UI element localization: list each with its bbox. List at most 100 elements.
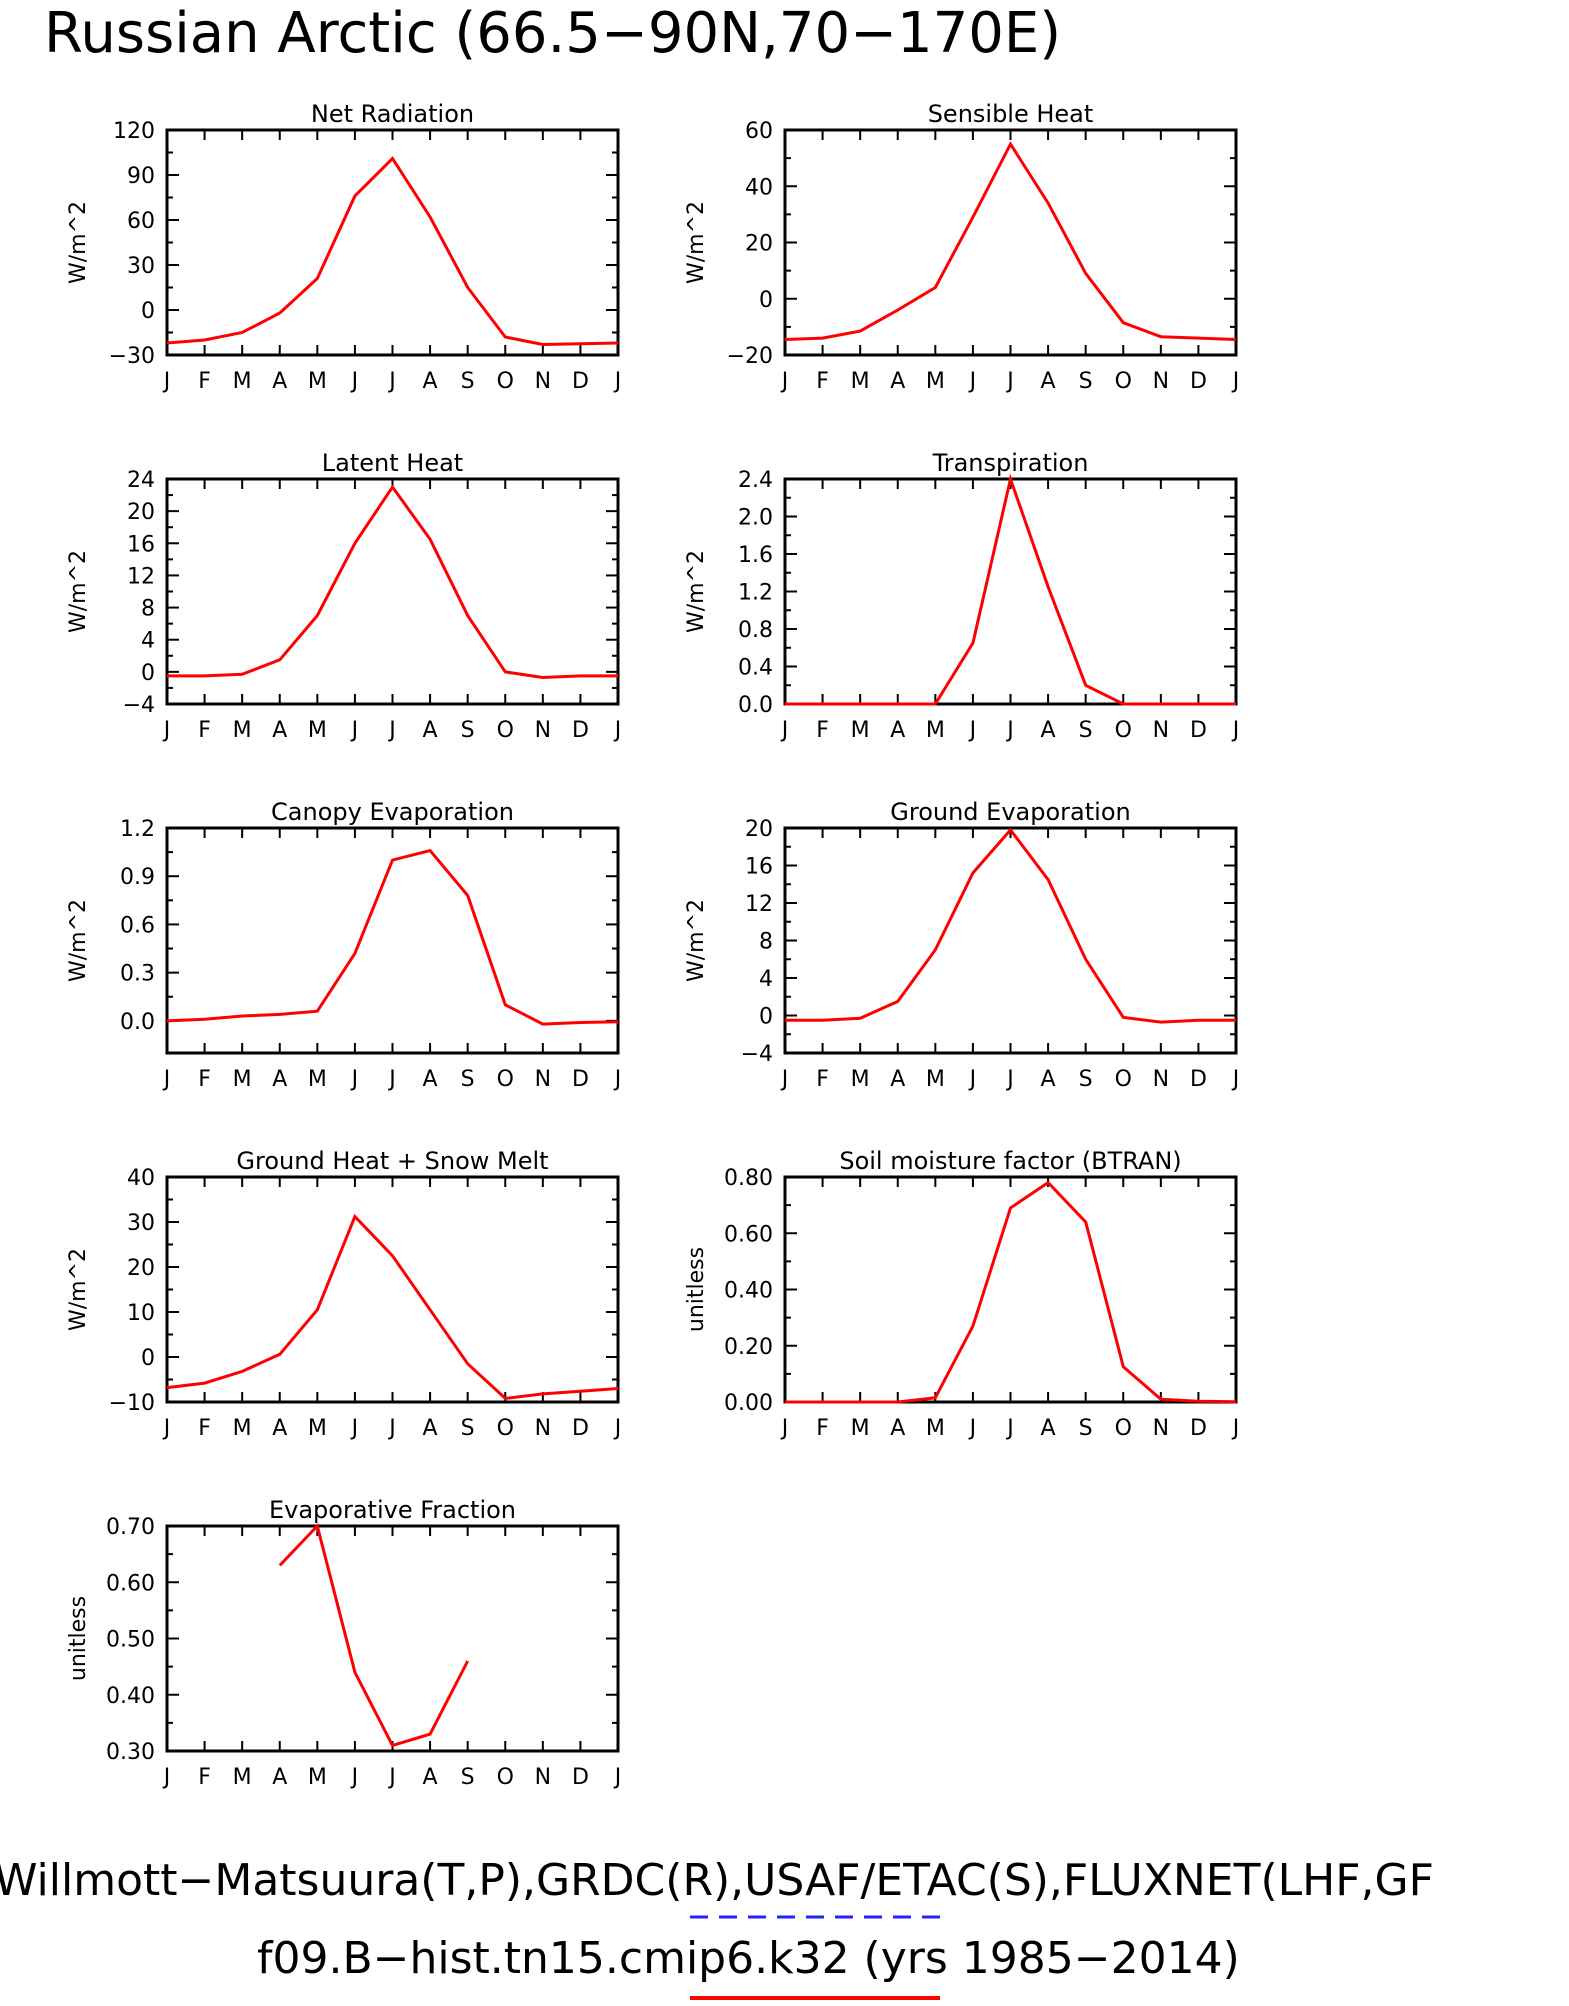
ground-evaporation-xtick-label: J (968, 1067, 977, 1092)
ground-evaporation-xtick-label: M (851, 1067, 870, 1092)
canopy-evaporation-title: Canopy Evaporation (271, 798, 514, 826)
ground-evaporation-xtick-label: O (1115, 1067, 1132, 1092)
evaporative-fraction-xtick-label: M (308, 1765, 327, 1790)
net-radiation-xtick-label: D (572, 369, 589, 394)
transpiration-ytick-label: 0.4 (738, 656, 773, 681)
sensible-heat-xtick-label: J (968, 369, 977, 394)
soil-moisture-factor-btran-series-line (785, 1180, 1237, 1404)
canopy-evaporation-xtick-label: F (198, 1067, 211, 1092)
soil-moisture-factor-btran-xtick-label: J (968, 1416, 977, 1441)
transpiration-xtick-label: M (851, 718, 870, 743)
ground-evaporation-ylabel: W/m^2 (684, 899, 709, 982)
evaporative-fraction-xtick-label: J (350, 1765, 359, 1790)
canopy-evaporation-ytick-label: 0.9 (120, 865, 155, 890)
ground-heat-snow-melt-ytick-label: 10 (127, 1301, 155, 1326)
latent-heat-ytick-label: 4 (141, 629, 155, 654)
canopy-evaporation-ytick-label: 0.6 (120, 913, 155, 938)
transpiration-xtick-label: N (1153, 718, 1169, 743)
latent-heat-title: Latent Heat (322, 449, 463, 477)
latent-heat-ytick-label: 0 (141, 661, 155, 686)
latent-heat-ytick-label: 24 (127, 468, 155, 493)
soil-moisture-factor-btran-title: Soil moisture factor (BTRAN) (839, 1147, 1181, 1175)
evaporative-fraction-xtick-label: S (461, 1765, 475, 1790)
sensible-heat-frame (783, 128, 1238, 357)
soil-moisture-factor-btran-ytick-label: 0.20 (724, 1335, 773, 1360)
canopy-evaporation-ylabel: W/m^2 (66, 899, 91, 982)
evaporative-fraction-xtick-label: N (535, 1765, 551, 1790)
soil-moisture-factor-btran-xtick-label: J (1231, 1416, 1240, 1441)
net-radiation-title: Net Radiation (311, 100, 474, 128)
soil-moisture-factor-btran-ytick-label: 0.00 (724, 1391, 773, 1416)
latent-heat-xtick-label: J (350, 718, 359, 743)
ground-heat-snow-melt-ytick-label: 40 (127, 1166, 155, 1191)
ground-heat-snow-melt-ylabel: W/m^2 (66, 1248, 91, 1331)
sensible-heat-xtick-label: D (1190, 369, 1207, 394)
sensible-heat-xtick-label: J (1005, 369, 1014, 394)
canopy-evaporation-xtick-label: D (572, 1067, 589, 1092)
sensible-heat-ytick-label: 60 (745, 119, 773, 144)
ground-evaporation-xtick-label: J (780, 1067, 789, 1092)
soil-moisture-factor-btran-xtick-label: F (816, 1416, 829, 1441)
latent-heat-xtick-label: F (198, 718, 211, 743)
ground-evaporation-xtick-label: A (890, 1067, 905, 1092)
ground-evaporation-xtick-label: J (1005, 1067, 1014, 1092)
ground-evaporation-xtick-label: D (1190, 1067, 1207, 1092)
sensible-heat-xtick-label: S (1079, 369, 1093, 394)
latent-heat-xtick-label: A (272, 718, 287, 743)
latent-heat-ytick-label: 16 (127, 532, 155, 557)
latent-heat-xtick-label: J (387, 718, 396, 743)
ground-evaporation-xtick-label: F (816, 1067, 829, 1092)
ground-heat-snow-melt-xtick-label: O (497, 1416, 514, 1441)
evaporative-fraction-xtick-label: F (198, 1765, 211, 1790)
canopy-evaporation-xtick-label: S (461, 1067, 475, 1092)
evaporative-fraction-xtick-label: J (387, 1765, 396, 1790)
panel-soil-moisture-factor-btran: Soil moisture factor (BTRAN)J F M A M J J A S O N D… (684, 1147, 1239, 1441)
evaporative-fraction-xtick-label: A (272, 1765, 287, 1790)
sensible-heat-ytick-label: −20 (727, 344, 773, 369)
net-radiation-ytick-label: 30 (127, 254, 155, 279)
ground-evaporation-xtick-label: N (1153, 1067, 1169, 1092)
canopy-evaporation-xtick-label: A (272, 1067, 287, 1092)
ground-heat-snow-melt-ytick-label: 30 (127, 1211, 155, 1236)
sensible-heat-xtick-label: A (890, 369, 905, 394)
ground-evaporation-ytick-label: 12 (745, 892, 773, 917)
net-radiation-xtick-label: J (162, 369, 171, 394)
soil-moisture-factor-btran-ylabel: unitless (684, 1247, 709, 1332)
canopy-evaporation-xtick-label: J (162, 1067, 171, 1092)
ground-heat-snow-melt-xtick-label: F (198, 1416, 211, 1441)
latent-heat-xtick-label: J (613, 718, 622, 743)
soil-moisture-factor-btran-xtick-label: O (1115, 1416, 1132, 1441)
figure-title: Russian Arctic (66.5−90N,70−170E) (44, 1, 1061, 66)
ground-heat-snow-melt-xtick-label: J (613, 1416, 622, 1441)
latent-heat-series-line (167, 484, 618, 680)
transpiration-xtick-label: J (1231, 718, 1240, 743)
latent-heat-ytick-label: 12 (127, 564, 155, 589)
transpiration-ytick-label: 2.0 (738, 506, 773, 531)
net-radiation-xtick-label: N (535, 369, 551, 394)
latent-heat-frame (165, 477, 620, 706)
soil-moisture-factor-btran-xtick-label: M (851, 1416, 870, 1441)
ground-heat-snow-melt-ytick-label: −10 (109, 1391, 155, 1416)
ground-heat-snow-melt-frame (165, 1175, 620, 1404)
evaporative-fraction-xtick-label: J (613, 1765, 622, 1790)
soil-moisture-factor-btran-xtick-label: N (1153, 1416, 1169, 1441)
transpiration-ytick-label: 0.0 (738, 693, 773, 718)
net-radiation-xtick-label: A (423, 369, 438, 394)
ground-heat-snow-melt-xtick-label: J (387, 1416, 396, 1441)
transpiration-xtick-label: A (890, 718, 905, 743)
net-radiation-xtick-label: F (198, 369, 211, 394)
sensible-heat-xtick-label: M (926, 369, 945, 394)
model-legend-label: f09.B−hist.tn15.cmip6.k32 (yrs 1985−2014… (257, 1933, 1240, 1984)
soil-moisture-factor-btran-xtick-label: J (1005, 1416, 1014, 1441)
net-radiation-ytick-label: 0 (141, 299, 155, 324)
sensible-heat-xtick-label: J (1231, 369, 1240, 394)
transpiration-ytick-label: 0.8 (738, 618, 773, 643)
transpiration-xtick-label: M (926, 718, 945, 743)
transpiration-ytick-label: 2.4 (738, 468, 773, 493)
evaporative-fraction-title: Evaporative Fraction (269, 1496, 516, 1524)
